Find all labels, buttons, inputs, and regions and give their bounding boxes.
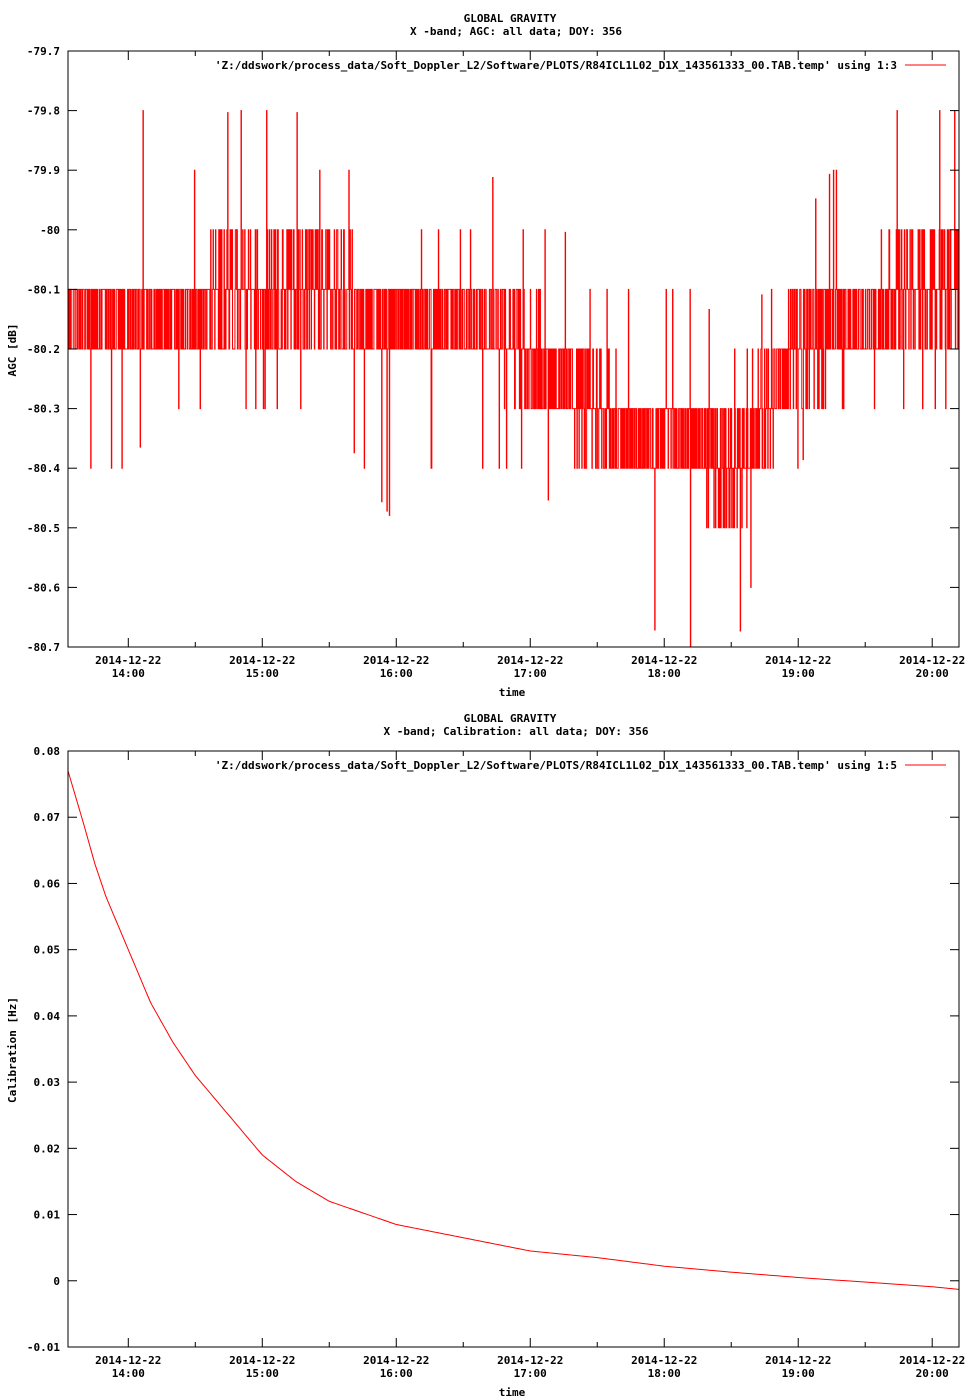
y-tick-label: 0.07 (34, 811, 61, 824)
x-tick-date: 2014-12-22 (95, 1354, 161, 1367)
x-tick-date: 2014-12-22 (363, 654, 429, 667)
series-line (68, 110, 960, 648)
y-tick-label: -79.9 (27, 164, 60, 177)
y-tick-label: -79.7 (27, 45, 60, 58)
calibration-chart: GLOBAL GRAVITY X -band; Calibration: all… (6, 712, 965, 1399)
x-tick-time: 16:00 (380, 667, 413, 680)
y-tick-label: 0.06 (34, 877, 61, 890)
x-tick-time: 19:00 (782, 667, 815, 680)
x-tick-time: 18:00 (648, 1367, 681, 1380)
x-tick-time: 14:00 (112, 1367, 145, 1380)
x-tick-date: 2014-12-22 (497, 654, 563, 667)
y-tick-label: -80.1 (27, 283, 60, 296)
y-tick-label: 0.04 (34, 1010, 61, 1023)
x-tick-time: 20:00 (916, 1367, 949, 1380)
x-tick-time: 14:00 (112, 667, 145, 680)
x-axis-label: time (499, 686, 526, 699)
y-tick-label: 0.08 (34, 745, 61, 758)
x-tick-date: 2014-12-22 (497, 1354, 563, 1367)
agc-chart: GLOBAL GRAVITY X -band; AGC: all data; D… (6, 12, 965, 699)
legend-label: 'Z:/ddswork/process_data/Soft_Doppler_L2… (215, 59, 897, 72)
x-tick-date: 2014-12-22 (631, 1354, 697, 1367)
y-tick-label: -80.3 (27, 403, 60, 416)
x-tick-date: 2014-12-22 (899, 654, 965, 667)
chart-title: GLOBAL GRAVITY (464, 12, 557, 25)
x-tick-time: 18:00 (648, 667, 681, 680)
x-tick-time: 17:00 (514, 667, 547, 680)
y-tick-label: 0 (53, 1275, 60, 1288)
x-tick-date: 2014-12-22 (95, 654, 161, 667)
y-tick-label: 0.05 (34, 944, 61, 957)
series-line (67, 770, 960, 1290)
y-tick-label: -80 (40, 224, 60, 237)
x-tick-date: 2014-12-22 (363, 1354, 429, 1367)
y-tick-label: -79.8 (27, 105, 60, 118)
y-tick-label: -80.6 (27, 581, 60, 594)
x-tick-date: 2014-12-22 (765, 654, 831, 667)
x-tick-time: 17:00 (514, 1367, 547, 1380)
y-axis-label: AGC [dB] (6, 324, 19, 377)
y-tick-label: 0.02 (34, 1142, 61, 1155)
y-tick-label: 0.01 (34, 1209, 61, 1222)
legend-label: 'Z:/ddswork/process_data/Soft_Doppler_L2… (215, 759, 897, 772)
x-tick-date: 2014-12-22 (229, 654, 295, 667)
chart-subtitle: X -band; Calibration: all data; DOY: 356 (384, 725, 649, 738)
x-axis-label: time (499, 1386, 526, 1399)
y-axis-label: Calibration [Hz] (6, 997, 19, 1103)
x-tick-time: 19:00 (782, 1367, 815, 1380)
x-tick-date: 2014-12-22 (631, 654, 697, 667)
x-tick-date: 2014-12-22 (765, 1354, 831, 1367)
plot-frame (67, 750, 960, 1348)
y-tick-label: -80.2 (27, 343, 60, 356)
chart-title: GLOBAL GRAVITY (464, 712, 557, 725)
x-tick-time: 16:00 (380, 1367, 413, 1380)
y-tick-label: 0.03 (34, 1076, 61, 1089)
y-tick-label: -80.4 (27, 462, 60, 475)
x-tick-date: 2014-12-22 (899, 1354, 965, 1367)
y-tick-label: -80.5 (27, 522, 60, 535)
x-tick-time: 15:00 (246, 667, 279, 680)
y-tick-label: -0.01 (27, 1341, 60, 1354)
x-tick-date: 2014-12-22 (229, 1354, 295, 1367)
y-tick-label: -80.7 (27, 641, 60, 654)
x-tick-time: 20:00 (916, 667, 949, 680)
x-tick-time: 15:00 (246, 1367, 279, 1380)
chart-subtitle: X -band; AGC: all data; DOY: 356 (410, 25, 622, 38)
